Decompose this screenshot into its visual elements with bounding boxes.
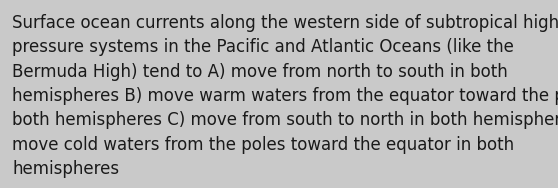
Text: Surface ocean currents along the western side of subtropical high
pressure syste: Surface ocean currents along the western… (12, 14, 558, 178)
